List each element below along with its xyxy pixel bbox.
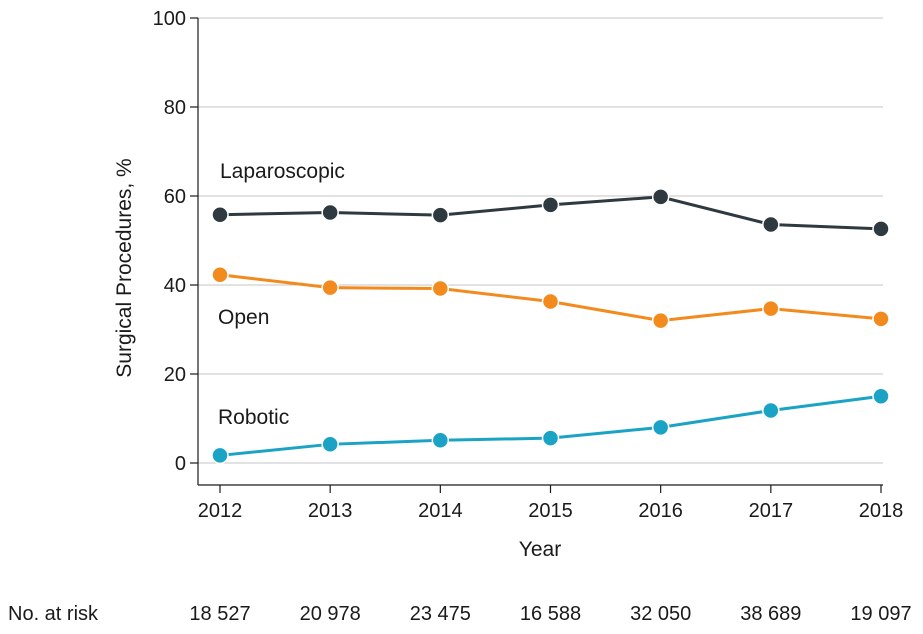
risk-value: 20 978: [300, 603, 361, 625]
data-point: [431, 431, 450, 450]
data-point: [321, 203, 339, 222]
risk-value: 38 689: [740, 603, 801, 625]
data-point: [541, 196, 560, 214]
x-tick-label: 2018: [859, 500, 904, 522]
y-tick-labels: 0 20 40 60 80 100: [153, 8, 186, 475]
x-tick-label: 2013: [308, 500, 353, 522]
y-tick-label: 80: [164, 97, 186, 119]
data-point: [651, 418, 670, 437]
x-tick-label: 2017: [749, 500, 794, 522]
data-point: [762, 299, 780, 318]
data-point: [211, 205, 229, 224]
data-point: [762, 215, 780, 234]
data-point: [872, 387, 890, 405]
data-point: [431, 279, 450, 298]
x-tick-labels: 2012 2013 2014 2015 2016 2017 2018: [198, 500, 904, 522]
data-point: [762, 401, 780, 420]
risk-value: 16 588: [520, 603, 581, 625]
data-point: [651, 311, 670, 330]
data-point: [211, 446, 229, 465]
y-tick-label: 100: [153, 8, 186, 30]
data-point: [872, 220, 890, 238]
data-point: [321, 435, 339, 454]
y-tick-label: 60: [164, 186, 186, 208]
axes: [190, 17, 883, 493]
series-group: [211, 188, 890, 465]
series-label: Laparoscopic: [220, 160, 345, 183]
data-point: [541, 292, 560, 311]
x-tick-label: 2015: [528, 500, 573, 522]
risk-table-label: No. at risk: [8, 603, 99, 625]
x-tick-label: 2012: [198, 500, 243, 522]
y-tick-label: 40: [164, 275, 186, 297]
risk-value: 32 050: [630, 603, 691, 625]
series-open: [211, 266, 890, 330]
series-label: Robotic: [218, 406, 289, 429]
data-point: [651, 188, 670, 206]
risk-value: 19 097: [850, 603, 911, 625]
risk-table-values: 18 527 20 978 23 475 16 588 32 050 38 689 19 0…: [189, 603, 911, 625]
series-robotic: [211, 387, 890, 465]
data-point: [211, 266, 229, 284]
y-axis-title: Surgical Procedures, %: [113, 158, 136, 377]
y-tick-label: 0: [175, 453, 186, 475]
x-tick-label: 2016: [638, 500, 683, 522]
y-tick-label: 20: [164, 364, 186, 386]
x-tick-label: 2014: [418, 500, 463, 522]
grid-lines: [198, 17, 883, 464]
data-point: [541, 429, 560, 447]
data-point: [872, 310, 890, 328]
series-laparoscopic: [211, 188, 890, 238]
series-label: Open: [218, 306, 269, 329]
series-labels: Laparoscopic Open Robotic: [218, 160, 345, 429]
x-axis-title: Year: [519, 538, 561, 561]
risk-value: 23 475: [410, 603, 471, 625]
risk-value: 18 527: [189, 603, 250, 625]
data-point: [321, 278, 339, 297]
data-point: [431, 206, 450, 224]
